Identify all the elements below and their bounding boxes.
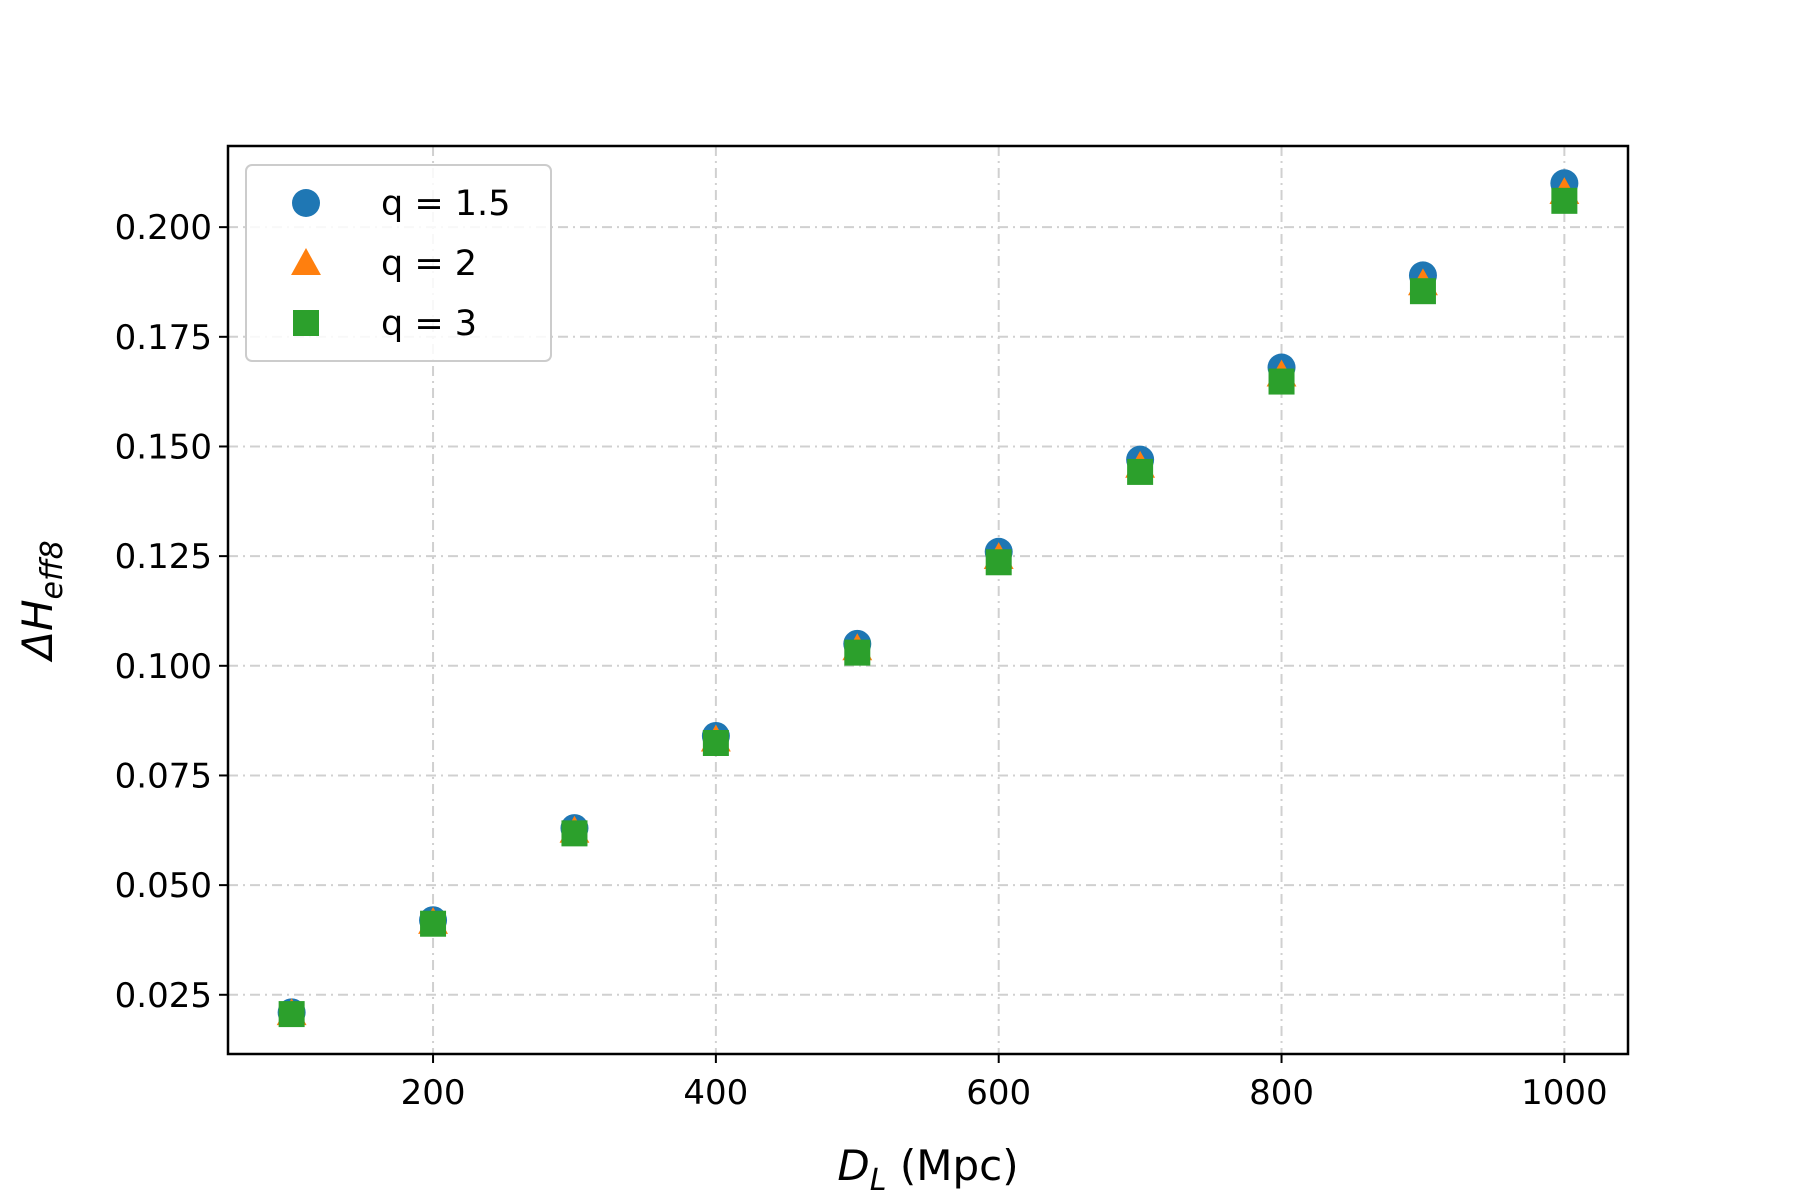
axis-ticks: 200 400 600 800 1000 0.025 0.050 0.075 0.100 0.12…: [115, 208, 1608, 1113]
y-tick-label: 0.075: [115, 756, 212, 796]
data-point: [985, 549, 1012, 576]
legend-label: q = 3: [381, 304, 477, 344]
legend-box: [245, 164, 552, 362]
legend: q = 1.5 q = 2 q = 3: [245, 164, 552, 362]
x-tick-label: 400: [683, 1073, 748, 1113]
data-point: [1127, 458, 1154, 485]
y-tick-label: 0.025: [115, 976, 212, 1016]
data-point: [702, 729, 729, 756]
data-point: [561, 820, 588, 847]
y-tick-label: 0.050: [115, 866, 212, 906]
grid: [228, 146, 1628, 1054]
legend-marker: [293, 310, 319, 336]
x-tick-label: 200: [401, 1073, 466, 1113]
data-point: [1409, 278, 1436, 305]
y-tick-label: 0.150: [115, 427, 212, 467]
legend-marker: [291, 248, 321, 275]
data-point: [844, 639, 871, 666]
x-axis-label: DL (Mpc): [837, 1141, 1018, 1198]
data-point: [1551, 187, 1578, 214]
y-tick-label: 0.175: [115, 318, 212, 358]
data-points: [276, 169, 1580, 1028]
x-tick-label: 800: [1249, 1073, 1314, 1113]
data-point: [420, 910, 447, 937]
y-tick-label: 0.100: [115, 647, 212, 687]
x-tick-label: 600: [966, 1073, 1031, 1113]
series-3: [278, 187, 1578, 1028]
plot-frame: [226, 144, 1630, 1056]
y-tick-label: 0.200: [115, 208, 212, 248]
data-point: [1268, 368, 1295, 395]
x-tick-label: 1000: [1521, 1073, 1608, 1113]
y-tick-label: 0.125: [115, 537, 212, 577]
legend-label: q = 2: [381, 244, 477, 284]
y-axis-label: ΔHeff8: [13, 540, 70, 663]
data-point: [278, 1001, 305, 1028]
legend-label: q = 1.5: [381, 184, 510, 224]
legend-marker: [292, 189, 320, 217]
